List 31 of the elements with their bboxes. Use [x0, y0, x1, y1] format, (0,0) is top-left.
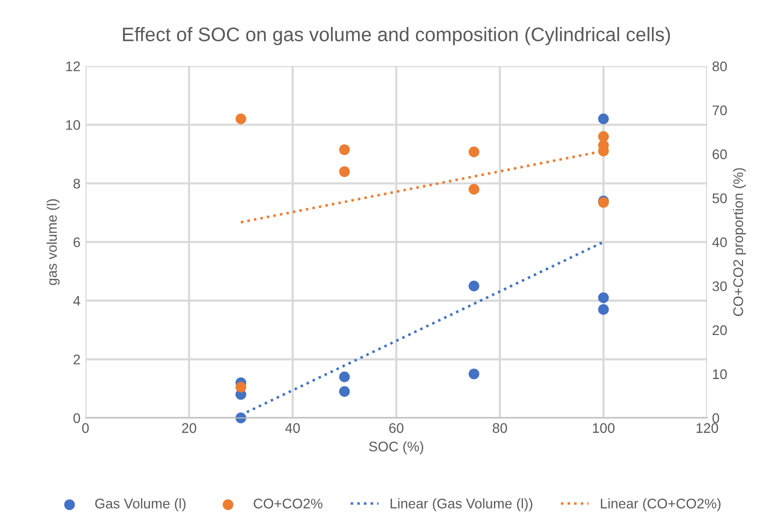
- x-tick-label: 100: [592, 423, 615, 433]
- y2-tick-label: 50: [712, 193, 727, 204]
- x-tick-label: 80: [492, 423, 508, 433]
- legend-label: Linear (CO+CO2%): [600, 498, 720, 512]
- y2-tick-label: 10: [712, 369, 727, 380]
- chart-title: Effect of SOC on gas volume and composition (Cylindrical cells): [123, 27, 670, 46]
- y-tick-label: 8: [73, 178, 80, 189]
- x-tick-label: 0: [82, 423, 89, 433]
- y2-tick-label: 80: [712, 61, 727, 72]
- y-tick-label: 10: [66, 120, 80, 130]
- x-axis-title: SOC (%): [369, 441, 424, 454]
- y-tick-label: 0: [73, 413, 80, 424]
- y-tick-label: 4: [73, 296, 80, 306]
- y2-tick-label: 30: [712, 281, 727, 292]
- y-tick-label: 6: [74, 237, 80, 248]
- legend-label: CO+CO2%: [254, 498, 322, 508]
- y2-tick-label: 20: [712, 325, 727, 336]
- y-tick-label: 2: [74, 354, 80, 364]
- x-tick-label: 40: [285, 423, 300, 433]
- y-tick-label: 12: [66, 61, 80, 72]
- x-tick-label: 20: [182, 423, 196, 433]
- y-axis-title: gas volume (l): [46, 199, 60, 286]
- y2-tick-label: 70: [712, 105, 727, 116]
- legend-label: Linear (Gas Volume (l)): [390, 498, 532, 512]
- x-tick-label: 60: [389, 423, 404, 433]
- y2-tick-label: 60: [712, 149, 727, 160]
- y2-tick-label: 0: [712, 413, 720, 424]
- x-tick-label: 120: [696, 423, 718, 433]
- y2-tick-label: 40: [712, 237, 727, 248]
- y2-axis-title: CO+CO2 proportion (%): [732, 168, 746, 316]
- legend-label: Gas Volume (l): [95, 498, 186, 512]
